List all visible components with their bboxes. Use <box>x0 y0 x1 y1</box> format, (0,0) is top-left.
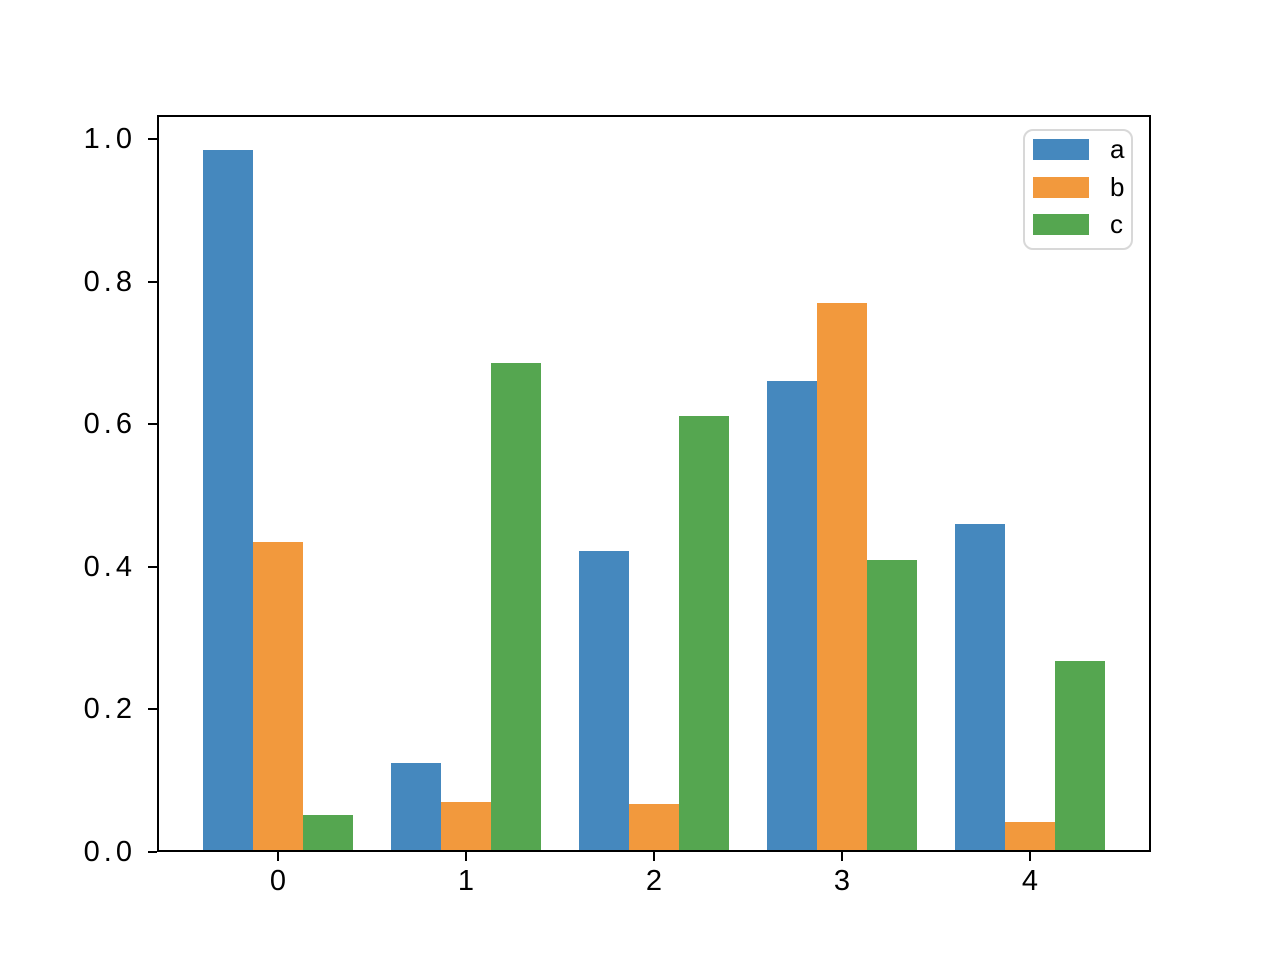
bar-b-0 <box>253 542 303 852</box>
x-tick-label: 2 <box>645 865 663 897</box>
bar-a-4 <box>955 524 1005 852</box>
legend-label-b: b <box>1110 171 1125 202</box>
y-tick-mark <box>148 138 157 140</box>
legend-label-c: c <box>1110 209 1123 239</box>
y-tick-label: 1.0 <box>83 123 136 155</box>
bar-a-1 <box>391 763 441 852</box>
x-tick-label: 1 <box>457 865 475 897</box>
bar-b-1 <box>441 802 491 852</box>
bar-a-0 <box>203 150 253 852</box>
legend-label-a: a <box>1110 134 1125 164</box>
x-tick-label: 0 <box>269 865 287 897</box>
bar-c-4 <box>1055 661 1105 852</box>
bar-c-2 <box>679 416 729 852</box>
bar-c-3 <box>867 560 917 852</box>
y-tick-mark <box>148 708 157 710</box>
y-tick-mark <box>148 851 157 853</box>
x-tick-mark <box>653 852 655 861</box>
bar-b-4 <box>1005 822 1055 852</box>
legend-swatch-b <box>1033 176 1089 198</box>
y-tick-label: 0.6 <box>83 408 136 440</box>
x-tick-label: 3 <box>833 865 851 897</box>
legend-swatch-a <box>1033 139 1089 160</box>
y-tick-label: 0.4 <box>83 551 136 583</box>
y-tick-label: 0.0 <box>83 836 136 868</box>
x-tick-mark <box>1029 852 1031 861</box>
y-tick-mark <box>148 566 157 568</box>
x-tick-label: 4 <box>1021 865 1039 897</box>
y-tick-mark <box>148 281 157 283</box>
x-tick-mark <box>277 852 279 861</box>
bar-c-0 <box>303 815 353 852</box>
legend-swatch-c <box>1033 214 1089 235</box>
y-tick-mark <box>148 423 157 425</box>
bar-c-1 <box>491 363 541 852</box>
x-tick-mark <box>841 852 843 861</box>
y-tick-label: 0.8 <box>83 266 136 298</box>
bar-b-2 <box>629 804 679 852</box>
y-tick-label: 0.2 <box>83 693 136 725</box>
bar-b-3 <box>817 303 867 852</box>
x-tick-mark <box>465 852 467 861</box>
bar-a-2 <box>579 551 629 852</box>
bar-a-3 <box>767 381 817 852</box>
